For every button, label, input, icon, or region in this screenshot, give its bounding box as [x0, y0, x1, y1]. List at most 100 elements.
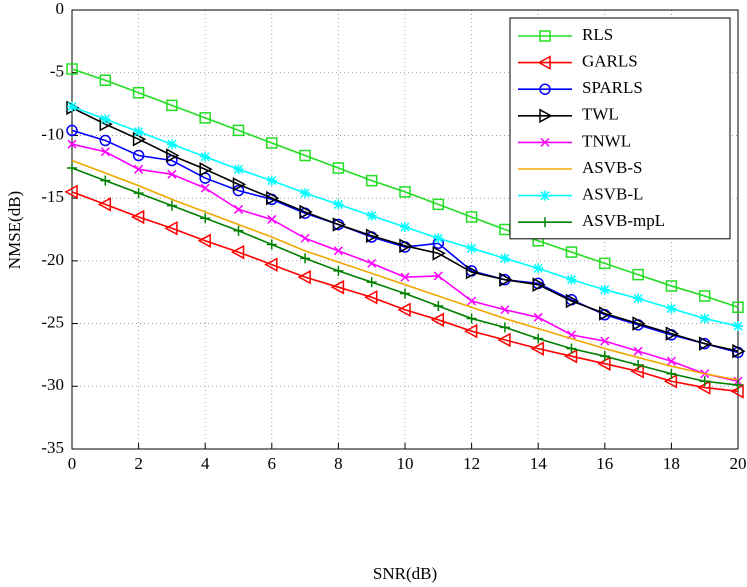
marker — [266, 190, 280, 206]
marker — [430, 312, 445, 328]
marker — [266, 175, 277, 186]
marker — [64, 184, 78, 200]
marker — [232, 184, 245, 197]
marker — [99, 134, 112, 147]
marker — [233, 225, 244, 236]
marker — [131, 209, 145, 225]
marker — [300, 233, 310, 243]
legend-label: GARLS — [582, 52, 638, 71]
y-tick-label: -30 — [41, 375, 64, 394]
marker — [666, 303, 677, 314]
y-tick-label: -25 — [41, 312, 64, 331]
marker — [400, 272, 410, 282]
marker — [599, 306, 613, 321]
marker — [299, 204, 313, 220]
series-line — [71, 191, 739, 393]
x-tick-label: 10 — [397, 454, 414, 473]
marker — [299, 149, 311, 162]
marker — [166, 99, 178, 112]
marker — [497, 332, 511, 348]
marker — [699, 313, 710, 324]
marker — [633, 346, 643, 356]
marker — [665, 280, 678, 292]
marker — [333, 265, 344, 276]
marker — [166, 148, 180, 163]
marker — [100, 175, 111, 186]
legend-marker — [540, 217, 550, 228]
legend-marker — [539, 30, 551, 42]
x-tick-label: 0 — [68, 454, 77, 473]
legend-marker — [540, 190, 550, 201]
marker — [599, 257, 611, 270]
marker — [600, 336, 610, 346]
legend-label: ASVB-L — [582, 185, 643, 204]
marker — [332, 217, 346, 232]
legend-marker — [540, 137, 550, 147]
marker — [366, 277, 377, 288]
marker — [100, 114, 111, 125]
marker — [166, 139, 177, 150]
marker — [365, 228, 380, 244]
legend-label: ASVB-mpL — [582, 211, 665, 230]
x-tick-label: 8 — [334, 454, 343, 473]
marker — [266, 239, 277, 250]
marker — [633, 293, 644, 304]
marker — [100, 147, 110, 157]
marker — [99, 74, 112, 86]
legend: RLS GARLS SPARLS TWL TNWL ASVB-S ASVB-L ASVB-mp… — [509, 17, 731, 240]
x-tick-label: 4 — [201, 454, 210, 473]
y-tick-label: -20 — [41, 250, 64, 269]
marker — [632, 268, 644, 281]
marker — [565, 246, 578, 258]
plot-frame — [71, 9, 739, 450]
marker — [599, 351, 610, 362]
marker — [67, 163, 77, 174]
marker — [566, 274, 577, 285]
marker — [433, 271, 443, 281]
legend-label: TNWL — [582, 131, 631, 150]
marker — [97, 197, 112, 212]
marker — [233, 164, 244, 175]
series-line — [71, 129, 739, 354]
marker — [133, 188, 144, 199]
marker — [533, 312, 543, 322]
x-axis-label: SNR(dB) — [373, 564, 437, 583]
marker — [166, 200, 177, 211]
legend-label: SPARLS — [582, 78, 643, 97]
marker — [530, 341, 544, 356]
marker — [332, 162, 345, 174]
marker — [66, 124, 78, 137]
marker — [199, 112, 211, 124]
marker — [134, 164, 144, 174]
marker — [67, 139, 77, 149]
marker — [400, 288, 410, 299]
marker — [233, 204, 244, 214]
marker — [499, 272, 513, 287]
y-axis-label: NMSE(dB) — [5, 191, 24, 269]
marker — [465, 264, 480, 280]
legend-marker — [539, 108, 553, 124]
marker — [533, 333, 544, 344]
marker — [399, 186, 411, 198]
legend-label: RLS — [582, 25, 613, 44]
marker — [698, 336, 713, 351]
marker — [232, 124, 245, 137]
marker — [400, 221, 410, 232]
marker — [699, 376, 710, 387]
marker — [364, 289, 378, 305]
marker — [464, 323, 478, 339]
x-tick-label: 18 — [663, 454, 680, 473]
marker — [132, 149, 145, 162]
marker — [432, 198, 445, 211]
y-tick-label: -5 — [50, 62, 64, 81]
marker — [232, 177, 247, 192]
marker — [500, 305, 510, 315]
marker — [633, 359, 644, 370]
marker — [632, 316, 646, 331]
marker — [367, 258, 377, 268]
marker — [666, 356, 676, 366]
marker — [698, 290, 711, 302]
marker — [300, 188, 311, 199]
marker — [300, 253, 311, 264]
